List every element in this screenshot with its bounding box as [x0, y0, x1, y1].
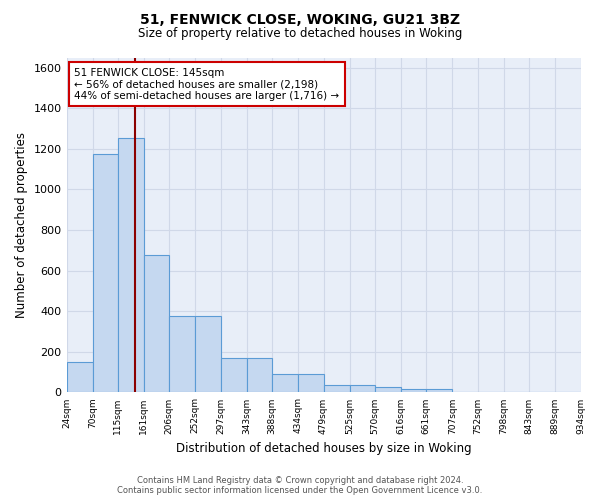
Bar [221, 358, 247, 392]
Bar [118, 138, 144, 392]
X-axis label: Distribution of detached houses by size in Woking: Distribution of detached houses by size … [176, 442, 472, 455]
Bar [247, 358, 272, 392]
Bar [375, 388, 401, 392]
Bar [323, 386, 350, 392]
Text: 51 FENWICK CLOSE: 145sqm
← 56% of detached houses are smaller (2,198)
44% of sem: 51 FENWICK CLOSE: 145sqm ← 56% of detach… [74, 68, 340, 100]
Text: 51, FENWICK CLOSE, WOKING, GU21 3BZ: 51, FENWICK CLOSE, WOKING, GU21 3BZ [140, 12, 460, 26]
Bar [196, 316, 221, 392]
Bar [169, 316, 196, 392]
Bar [144, 256, 169, 392]
Bar [272, 374, 298, 392]
Text: Contains HM Land Registry data © Crown copyright and database right 2024.
Contai: Contains HM Land Registry data © Crown c… [118, 476, 482, 495]
Bar [298, 374, 323, 392]
Bar [92, 154, 118, 392]
Bar [401, 389, 427, 392]
Bar [427, 389, 452, 392]
Bar [67, 362, 92, 392]
Y-axis label: Number of detached properties: Number of detached properties [15, 132, 28, 318]
Bar [350, 386, 375, 392]
Text: Size of property relative to detached houses in Woking: Size of property relative to detached ho… [138, 28, 462, 40]
